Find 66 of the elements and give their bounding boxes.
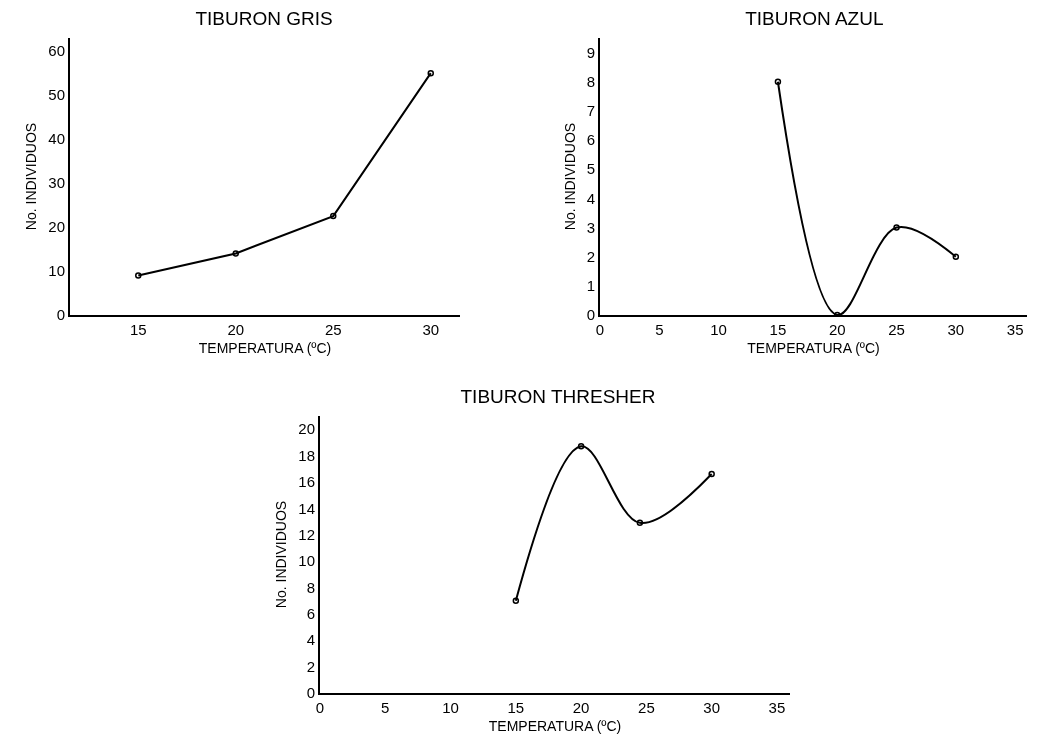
y-tick-label: 12 xyxy=(298,525,315,543)
y-tick-label: 6 xyxy=(586,131,595,149)
y-tick-label: 8 xyxy=(586,72,595,90)
y-tick-label: 0 xyxy=(56,306,65,324)
x-tick-label: 20 xyxy=(828,321,846,338)
point xyxy=(232,250,239,257)
x-tick-label: 25 xyxy=(638,699,655,716)
x-tick-label: 5 xyxy=(381,699,390,716)
y-tick-label: 4 xyxy=(306,631,315,649)
point xyxy=(135,272,142,279)
x-tick-label: 30 xyxy=(703,699,721,716)
y-tick-label: 3 xyxy=(586,218,595,236)
y-tick-label: 7 xyxy=(586,102,595,120)
y-tick-label: 16 xyxy=(298,473,315,491)
point xyxy=(774,78,782,85)
y-tick-label: 0 xyxy=(306,684,315,702)
x-tick-label: 25 xyxy=(324,321,342,338)
y-tick-label: 20 xyxy=(298,420,315,438)
x-tick-label: 15 xyxy=(507,699,525,716)
point xyxy=(330,212,337,220)
chart-title: TIBURON GRIS xyxy=(195,7,333,29)
y-tick-label: 9 xyxy=(586,43,595,61)
y-tick-label: 18 xyxy=(298,446,315,464)
x-tick-label: 35 xyxy=(768,699,786,716)
y-tick-label: 30 xyxy=(48,174,65,192)
line-series xyxy=(512,443,715,604)
y-axis-title: No. INDIVIDUOS xyxy=(273,500,290,609)
y-tick-label: 4 xyxy=(586,189,595,207)
y-axis-title: No. INDIVIDUOS xyxy=(561,122,578,231)
x-tick-label: 10 xyxy=(442,699,459,716)
y-tick-label: 2 xyxy=(306,657,315,675)
chart-title: TIBURON THRESHER xyxy=(460,385,656,407)
y-tick-label: 6 xyxy=(306,605,315,623)
y-tick-label: 8 xyxy=(306,578,315,596)
y-tick-label: 14 xyxy=(298,499,315,517)
x-tick-label: 30 xyxy=(422,321,440,338)
x-tick-label: 25 xyxy=(888,321,905,338)
y-tick-label: 10 xyxy=(298,552,315,570)
point xyxy=(708,470,715,478)
x-tick-label: 30 xyxy=(947,321,965,338)
chart-title: TIBURON AZUL xyxy=(745,7,884,29)
x-tick-label: 15 xyxy=(769,321,787,338)
point xyxy=(427,69,434,77)
x-axis-title: TEMPERATURA (ºC) xyxy=(747,339,880,356)
x-axis-title: TEMPERATURA (ºC) xyxy=(488,717,622,734)
y-tick-label: 40 xyxy=(48,130,65,148)
y-tick-label: 5 xyxy=(586,160,595,178)
x-tick-label: 10 xyxy=(710,321,727,338)
x-tick-label: 5 xyxy=(655,321,664,338)
x-tick-label: 15 xyxy=(129,321,147,338)
y-tick-label: 20 xyxy=(48,218,65,236)
y-tick-label: 10 xyxy=(48,262,65,280)
y-tick-label: 0 xyxy=(586,306,595,324)
y-tick-label: 1 xyxy=(586,277,595,295)
y-axis-title: No. INDIVIDUOS xyxy=(23,122,40,231)
point xyxy=(893,224,900,231)
point xyxy=(512,597,520,604)
x-tick-label: 35 xyxy=(1006,321,1024,338)
point xyxy=(636,519,644,527)
y-tick-label: 60 xyxy=(48,42,65,60)
x-tick-label: 20 xyxy=(227,321,245,338)
y-tick-label: 50 xyxy=(48,86,65,104)
x-axis-title: TEMPERATURA (ºC) xyxy=(198,339,332,356)
point xyxy=(577,443,585,450)
point xyxy=(952,253,960,260)
y-tick-label: 2 xyxy=(586,247,595,265)
